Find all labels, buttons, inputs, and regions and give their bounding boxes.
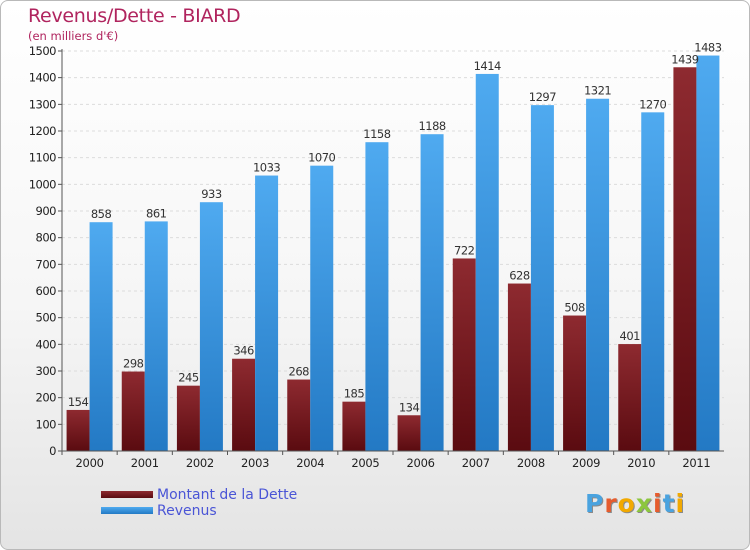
data-label-revenue-2005: 1158 bbox=[363, 127, 390, 141]
bar-revenue-2003 bbox=[255, 175, 279, 452]
grid-lines bbox=[62, 50, 724, 425]
y-tick-label: 1200 bbox=[29, 124, 56, 138]
data-label-debt-2009: 508 bbox=[564, 301, 585, 315]
x-tick-label-2001: 2001 bbox=[131, 456, 159, 470]
x-tick-label-2010: 2010 bbox=[627, 456, 655, 470]
data-label-debt-2008: 628 bbox=[509, 269, 530, 283]
chart-title: Revenus/Dette - BIARD bbox=[28, 5, 241, 27]
y-tick-label: 1500 bbox=[29, 44, 56, 58]
data-label-debt-2010: 401 bbox=[620, 329, 641, 343]
bar-debt-2002 bbox=[176, 385, 200, 451]
bar-debt-2010 bbox=[618, 344, 642, 451]
bar-revenue-2001 bbox=[144, 221, 168, 451]
data-label-revenue-2011: 1483 bbox=[694, 41, 721, 55]
bar-debt-2005 bbox=[342, 401, 366, 451]
data-labels: 154 858 298 861 245 933 346 1033 268 1070 185 1158 1… bbox=[68, 41, 722, 415]
bar-revenue-2010 bbox=[641, 112, 665, 451]
x-tick-label-2004: 2004 bbox=[296, 456, 324, 470]
bar-debt-2001 bbox=[121, 371, 145, 451]
bar-revenue-2002 bbox=[199, 202, 223, 451]
data-label-debt-2005: 185 bbox=[344, 387, 365, 401]
data-label-debt-2000: 154 bbox=[68, 395, 89, 409]
data-label-debt-2007: 722 bbox=[454, 243, 475, 257]
y-tick-label: 0 bbox=[49, 444, 56, 458]
logo-letter: x bbox=[635, 489, 653, 518]
bar-debt-2004 bbox=[287, 379, 311, 451]
y-tick-label: 900 bbox=[36, 204, 57, 218]
x-tick-label-2006: 2006 bbox=[407, 456, 435, 470]
bar-revenue-2006 bbox=[420, 134, 444, 451]
legend-swatch-revenue bbox=[101, 507, 153, 514]
legend-label-revenue: Revenus bbox=[157, 503, 217, 519]
bar-revenue-2008 bbox=[530, 105, 554, 451]
y-tick-label: 600 bbox=[36, 284, 57, 298]
axes bbox=[61, 49, 724, 452]
data-label-revenue-2001: 861 bbox=[146, 206, 167, 220]
x-tick-label-2007: 2007 bbox=[462, 456, 490, 470]
logo-letter: o bbox=[617, 489, 636, 518]
y-tick-label: 500 bbox=[36, 311, 57, 325]
x-tick-label-2005: 2005 bbox=[351, 456, 379, 470]
data-label-debt-2002: 245 bbox=[178, 371, 199, 385]
legend-swatch-debt bbox=[101, 491, 153, 498]
legend-label-debt: Montant de la Dette bbox=[157, 487, 298, 503]
data-label-revenue-2004: 1070 bbox=[308, 151, 335, 165]
data-label-revenue-2007: 1414 bbox=[474, 59, 501, 73]
y-axis-ticks: 0 100 200 300 400 500 600 700 800 900 1000 1100 1200… bbox=[29, 44, 62, 458]
x-tick-label-2008: 2008 bbox=[517, 456, 545, 470]
bars bbox=[66, 55, 720, 452]
x-tick-label-2011: 2011 bbox=[682, 456, 710, 470]
proxiti-logo: Proxiti bbox=[585, 489, 685, 518]
y-tick-label: 1400 bbox=[29, 71, 56, 85]
x-tick-label-2002: 2002 bbox=[186, 456, 214, 470]
data-label-debt-2006: 134 bbox=[399, 400, 420, 414]
y-tick-label: 400 bbox=[36, 337, 57, 351]
logo-letter: i bbox=[653, 489, 663, 518]
data-label-revenue-2000: 858 bbox=[91, 207, 112, 221]
data-label-revenue-2008: 1297 bbox=[529, 90, 556, 104]
y-tick-label: 700 bbox=[36, 257, 57, 271]
y-tick-label: 1100 bbox=[29, 151, 56, 165]
bar-debt-2000 bbox=[66, 409, 90, 451]
bar-revenue-2009 bbox=[586, 98, 610, 451]
x-tick-label-2009: 2009 bbox=[572, 456, 600, 470]
bar-revenue-2011 bbox=[696, 55, 720, 452]
y-tick-label: 1000 bbox=[29, 177, 56, 191]
y-tick-label: 200 bbox=[36, 391, 57, 405]
x-axis-ticks: 2000 2001 2002 2003 2004 2005 2006 2007 2008 2009… bbox=[61, 451, 711, 470]
logo-letter: r bbox=[604, 489, 618, 518]
y-tick-label: 1300 bbox=[29, 97, 56, 111]
bar-revenue-2007 bbox=[475, 73, 499, 451]
y-tick-label: 300 bbox=[36, 364, 57, 378]
bar-debt-2009 bbox=[563, 315, 587, 451]
bar-revenue-2000 bbox=[89, 222, 113, 451]
logo-letter: P bbox=[585, 489, 605, 518]
bar-revenue-2005 bbox=[365, 142, 389, 451]
y-tick-label: 100 bbox=[36, 417, 57, 431]
logo-letter: t bbox=[662, 489, 676, 518]
logo-letter: i bbox=[675, 489, 686, 518]
data-label-debt-2001: 298 bbox=[123, 357, 144, 371]
bar-debt-2003 bbox=[232, 358, 256, 451]
data-label-debt-2011: 1439 bbox=[671, 52, 698, 66]
bar-debt-2008 bbox=[507, 283, 531, 451]
data-label-debt-2003: 346 bbox=[233, 344, 254, 358]
data-label-revenue-2010: 1270 bbox=[639, 97, 666, 111]
data-label-revenue-2003: 1033 bbox=[253, 161, 280, 175]
data-label-revenue-2006: 1188 bbox=[418, 119, 445, 133]
x-tick-label-2003: 2003 bbox=[241, 456, 269, 470]
bar-revenue-2004 bbox=[310, 165, 334, 451]
bar-debt-2006 bbox=[397, 415, 421, 451]
y-tick-label: 800 bbox=[36, 231, 57, 245]
x-tick-label-2000: 2000 bbox=[76, 456, 104, 470]
bar-debt-2011 bbox=[673, 67, 697, 452]
chart-subtitle: (en milliers d'€) bbox=[28, 29, 119, 43]
data-label-revenue-2002: 933 bbox=[201, 187, 222, 201]
bar-debt-2007 bbox=[452, 258, 476, 451]
data-label-debt-2004: 268 bbox=[289, 365, 310, 379]
data-label-revenue-2009: 1321 bbox=[584, 84, 611, 98]
